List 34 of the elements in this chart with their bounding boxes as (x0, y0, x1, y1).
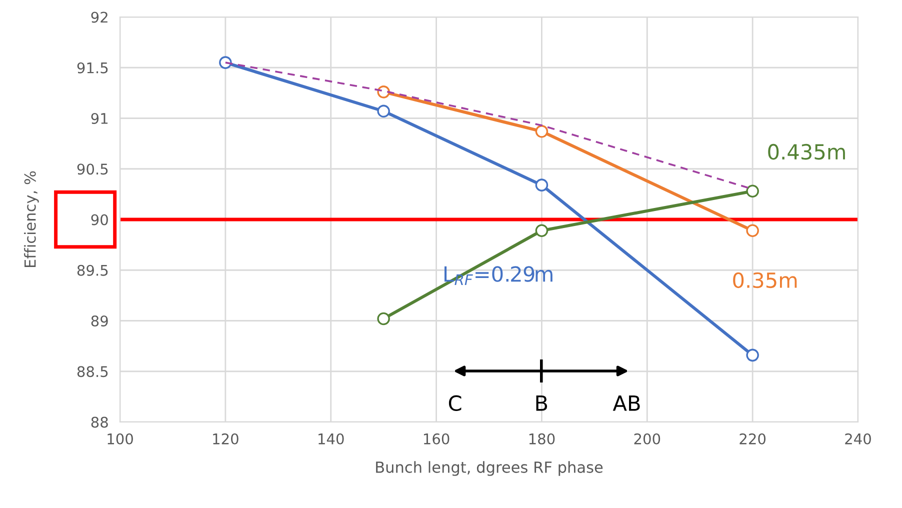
y-tick-label: 88.5 (77, 366, 108, 378)
y-tick-label: 89 (91, 315, 108, 326)
point (535, 224, 548, 238)
x-tick-label: 160 (424, 433, 450, 444)
x-tick-label: 240 (845, 433, 871, 444)
y-axis-title: Efficiency, % (24, 171, 39, 268)
x-tick-label: 220 (740, 433, 766, 444)
y-tick-label: 89.5 (77, 264, 108, 276)
annotation: C (448, 395, 462, 412)
point (535, 125, 548, 138)
y-tick-label: 90.5 (77, 164, 108, 175)
point (377, 104, 390, 118)
series-label: 0.35m (733, 272, 797, 288)
y-tick-label: 92 (91, 12, 108, 23)
x-tick-label: 120 (213, 433, 238, 444)
point (219, 56, 232, 69)
x-tick-label: 140 (318, 433, 344, 444)
point (746, 348, 759, 362)
x-tick-label: 100 (108, 433, 133, 444)
y-tick-label: 90 (91, 214, 108, 226)
point (535, 178, 548, 192)
series-label: 0.435m (768, 144, 845, 160)
x-tick-label: 200 (634, 433, 660, 444)
annotation: AB (612, 396, 640, 411)
x-axis-title: Bunch lengt, dgrees RF phase (376, 461, 603, 476)
y-tick-label: 91.5 (77, 62, 108, 74)
y-tick-label: 91 (91, 112, 108, 124)
point (377, 312, 390, 326)
point (746, 224, 759, 238)
y-tick-label: 88 (91, 416, 108, 428)
x-tick-label: 180 (529, 433, 555, 444)
text: L$_{RF}$=0.29m (444, 266, 552, 286)
annotation: B (536, 396, 548, 411)
point (746, 184, 759, 198)
